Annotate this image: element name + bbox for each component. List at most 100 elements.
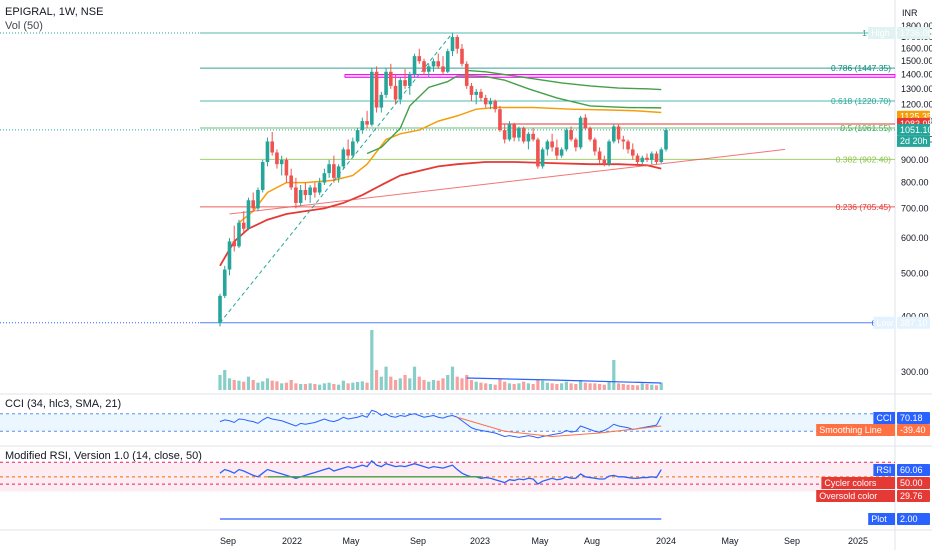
trend-lines bbox=[219, 32, 895, 324]
candle-body bbox=[365, 121, 369, 125]
time-axis[interactable]: Sep 2022 May Sep 2023 May Aug 2024 May Sep 2025 bbox=[220, 536, 868, 546]
volume-bar bbox=[308, 383, 312, 390]
volume-bar bbox=[232, 380, 236, 390]
high-label-bg bbox=[868, 26, 895, 39]
cci-smoothing-tag-bg bbox=[897, 424, 930, 436]
volume-bar bbox=[597, 384, 602, 390]
fib-zone bbox=[344, 74, 896, 78]
volume-bar bbox=[337, 384, 341, 390]
candle-body bbox=[360, 121, 365, 131]
high-tag-bg bbox=[897, 26, 930, 39]
volume-bar bbox=[280, 383, 284, 390]
volume-bar bbox=[360, 381, 364, 390]
candle-body bbox=[588, 128, 592, 140]
volume-bar bbox=[318, 384, 322, 390]
candle-body bbox=[659, 149, 664, 163]
candle-body bbox=[436, 61, 441, 67]
volume-bar bbox=[635, 385, 640, 390]
candle-body bbox=[389, 71, 393, 86]
oversold-tag: 29.76 bbox=[900, 491, 923, 501]
candle-body bbox=[512, 124, 516, 138]
candle-body bbox=[275, 152, 279, 165]
price-tick: 500.00 bbox=[901, 268, 929, 278]
price-tick: 400.00 bbox=[901, 311, 929, 321]
volume-bar bbox=[488, 384, 493, 390]
candle-body bbox=[583, 117, 588, 129]
volume-bar bbox=[522, 381, 526, 390]
time-tick: Sep bbox=[220, 536, 236, 546]
candle-body bbox=[607, 141, 611, 165]
volume-bar bbox=[507, 383, 512, 390]
plot-tag: 2.00 bbox=[900, 514, 918, 524]
candle-body bbox=[612, 126, 616, 142]
volume-bar bbox=[299, 384, 303, 390]
candle-body bbox=[289, 175, 293, 188]
volume-label[interactable]: Vol (50) bbox=[5, 20, 43, 32]
candle-body bbox=[346, 149, 350, 156]
candle-body bbox=[626, 141, 630, 150]
candle-body bbox=[407, 74, 412, 86]
cci-label[interactable]: CCI (34, hlc3, SMA, 21) bbox=[5, 398, 122, 410]
candle-body bbox=[251, 200, 256, 209]
volume-bar bbox=[303, 384, 308, 390]
cci-band bbox=[0, 413, 895, 432]
fib-label: 0.236 (705.45) bbox=[836, 202, 891, 212]
currency-label[interactable]: INR bbox=[902, 8, 918, 18]
candle-body bbox=[469, 85, 474, 95]
candle-body bbox=[526, 133, 531, 142]
candle-body bbox=[540, 149, 545, 167]
candle-body bbox=[498, 109, 502, 131]
volume-bar bbox=[526, 383, 531, 390]
candle-body bbox=[412, 56, 417, 75]
candle-body bbox=[327, 164, 331, 174]
price-tag-sub: 2d 20h bbox=[900, 136, 928, 146]
fib-label: 0.5 (1061.55) bbox=[840, 123, 891, 133]
candle-body bbox=[521, 128, 526, 142]
candle-body bbox=[379, 94, 384, 108]
candle-body bbox=[222, 269, 227, 296]
time-tick: 2025 bbox=[848, 536, 868, 546]
candle-body bbox=[303, 189, 308, 196]
oversold-tag-bg bbox=[897, 490, 930, 502]
candle-body bbox=[317, 182, 322, 193]
volume-bar bbox=[294, 383, 298, 390]
high-label: High bbox=[871, 28, 890, 38]
volume-bar bbox=[261, 381, 265, 390]
volume-bar bbox=[218, 375, 222, 390]
cci-tag: 70.18 bbox=[900, 413, 923, 423]
price-tags: 1736.00High387.10Low1125.351083.951051.1… bbox=[816, 26, 932, 525]
symbol-title[interactable]: EPIGRAL, 1W, NSE bbox=[5, 6, 104, 18]
volume-bar bbox=[616, 383, 621, 390]
volume-bar bbox=[583, 382, 587, 390]
candle-body bbox=[246, 200, 251, 229]
volume-bar bbox=[621, 384, 625, 390]
cci-smoothing-label: Smoothing Line bbox=[819, 425, 882, 435]
volume-bar bbox=[275, 381, 279, 390]
volume-bar bbox=[322, 383, 326, 390]
candle-body bbox=[265, 141, 270, 163]
candles bbox=[218, 32, 668, 327]
candle-body bbox=[417, 56, 422, 62]
time-tick: 2024 bbox=[656, 536, 676, 546]
price-tick: 1400.00 bbox=[901, 70, 932, 80]
volume-bar bbox=[242, 381, 246, 390]
volume-bar bbox=[588, 383, 592, 390]
volume-bar bbox=[422, 380, 426, 390]
candle-body bbox=[374, 71, 379, 108]
candle-body bbox=[241, 222, 246, 229]
volume-bar bbox=[370, 330, 374, 390]
cci-smoothing-tag: -39.40 bbox=[900, 425, 926, 435]
candle-body bbox=[426, 66, 431, 72]
candle-body bbox=[460, 48, 464, 64]
time-tick: Sep bbox=[410, 536, 426, 546]
volume-bar bbox=[612, 360, 616, 390]
volume-bar bbox=[246, 376, 251, 390]
rsi-label[interactable]: Modified RSI, Version 1.0 (14, close, 50… bbox=[5, 450, 202, 462]
volume-bar bbox=[446, 375, 450, 390]
price-tick: 800.00 bbox=[901, 178, 929, 188]
candle-body bbox=[341, 149, 346, 167]
volume-bar bbox=[223, 370, 227, 390]
fib-label: 0.618 (1220.70) bbox=[831, 96, 891, 106]
volume-bar bbox=[474, 381, 478, 390]
